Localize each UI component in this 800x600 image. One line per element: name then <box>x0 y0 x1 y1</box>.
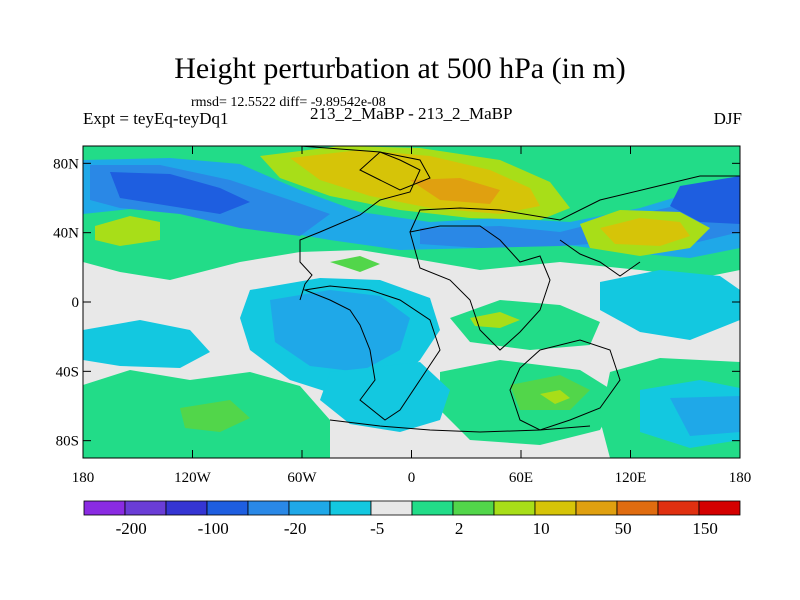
contour-lightblue-south <box>320 362 450 432</box>
contour-lightblue-southwest <box>83 320 210 368</box>
colorbar-label: 2 <box>455 519 464 538</box>
colorbar-swatch <box>698 500 741 516</box>
coast-south-america <box>303 285 441 421</box>
lon-tick-label: 60E <box>509 470 533 486</box>
colorbar-swatch <box>452 500 495 516</box>
coast-greenland <box>359 151 431 191</box>
colorbar-swatch <box>575 500 618 516</box>
coast-eurasia <box>409 175 740 277</box>
colorbar-swatch <box>534 500 577 516</box>
coast-antarctica <box>329 419 591 433</box>
lat-tick-label: 40S <box>56 364 79 380</box>
contour-yellow-southpatch <box>540 390 570 404</box>
colorbar-swatch <box>206 500 249 516</box>
contour-yellow-indian <box>470 312 520 328</box>
run-label: 213_2_MaBP - 213_2_MaBP <box>310 104 513 123</box>
colorbar: -200 -100 -20 -5 2 10 50 150 <box>83 500 741 538</box>
coast-north-america <box>215 146 421 301</box>
colorbar-swatch <box>124 500 167 516</box>
colorbar-swatch <box>493 500 536 516</box>
colorbar-label: -20 <box>284 519 307 538</box>
colorbar-swatch <box>83 500 126 516</box>
lon-tick-label: 120W <box>174 470 212 486</box>
colorbar-swatch <box>616 500 659 516</box>
colorbar-swatch <box>247 500 290 516</box>
contour-blue-farsouth <box>670 396 740 436</box>
contour-green-patch-central <box>330 256 380 272</box>
contour-orange-north <box>410 178 500 204</box>
lon-tick-label: 0 <box>408 470 416 486</box>
lat-tick-label: 0 <box>72 295 80 311</box>
latitude-axis: 80N 40N 0 40S 80S <box>53 156 740 450</box>
coast-africa <box>409 225 551 351</box>
lat-tick-label: 40N <box>53 226 79 242</box>
lat-tick-label: 80S <box>56 434 79 450</box>
colorbar-swatch <box>165 500 208 516</box>
colorbar-swatch <box>288 500 331 516</box>
contour-gold-east <box>600 218 690 246</box>
map-title: Height perturbation at 500 hPa (in m) <box>174 52 626 85</box>
colorbar-label: -200 <box>116 519 147 538</box>
season-label: DJF <box>713 109 742 128</box>
lat-tick-label: 80N <box>53 156 79 172</box>
contour-lightblue-east <box>600 270 740 340</box>
lon-tick-label: 120E <box>615 470 647 486</box>
colorbar-label: 10 <box>533 519 550 538</box>
contour-yellow-west <box>95 216 160 246</box>
stats-label: rmsd= 12.5522 diff= -9.89542e-08 <box>191 95 386 110</box>
contour-blue-tropics <box>270 290 410 372</box>
lon-tick-label: 60W <box>287 470 317 486</box>
contour-blue-pacific-core <box>670 176 740 224</box>
colorbar-swatch <box>411 500 454 516</box>
colorbar-label: 50 <box>615 519 632 538</box>
colorbar-label: -100 <box>198 519 229 538</box>
colorbar-swatch <box>657 500 700 516</box>
longitude-axis: 180 120W 60W 0 60E 120E 180 <box>72 146 752 486</box>
colorbar-label: 150 <box>692 519 718 538</box>
colorbar-swatch <box>329 500 372 516</box>
lon-tick-label: 180 <box>72 470 95 486</box>
lon-tick-label: 180 <box>729 470 752 486</box>
colorbar-swatch <box>370 500 413 516</box>
contour-blue-north-core <box>110 172 250 214</box>
contour-green-patch-west <box>180 400 250 432</box>
coastlines <box>215 146 740 433</box>
experiment-label: Expt = teyEq-teyDq1 <box>83 109 229 128</box>
coast-australia <box>509 339 621 431</box>
colorbar-label: -5 <box>370 519 384 538</box>
contour-field <box>83 146 740 458</box>
